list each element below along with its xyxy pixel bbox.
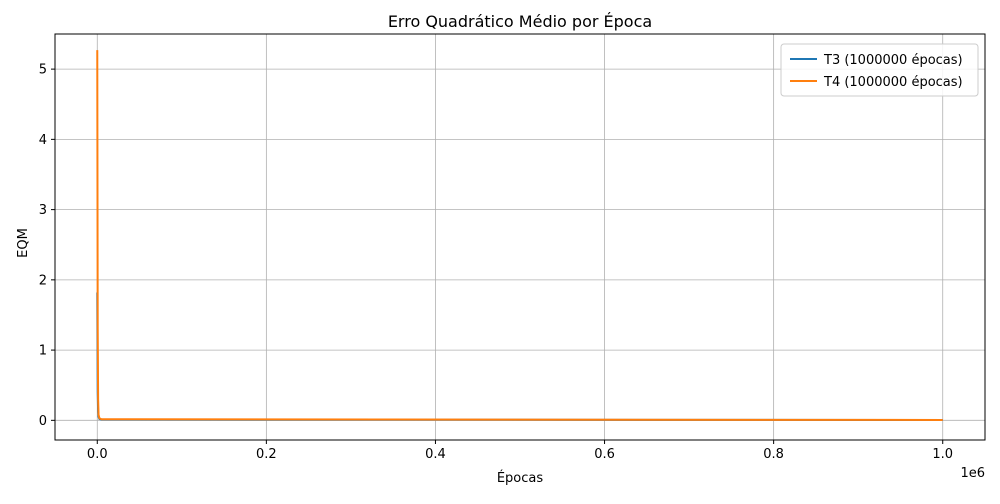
- legend-label-t3: T3 (1000000 épocas): [823, 53, 963, 68]
- y-tick-label: 0: [39, 414, 47, 429]
- x-tick-label: 0.8: [763, 447, 784, 462]
- y-tick-label: 4: [39, 133, 47, 148]
- plot-frame: [54, 33, 986, 441]
- y-tick-label: 3: [39, 203, 47, 218]
- x-axis-label: Épocas: [497, 470, 544, 486]
- y-tick-label: 5: [39, 63, 47, 78]
- chart-title: Erro Quadrático Médio por Época: [388, 12, 652, 31]
- x-tick-label: 0.2: [256, 447, 277, 462]
- x-tick-label: 1.0: [932, 447, 953, 462]
- axis-ticks: 0.0 0.2 0.4 0.6 0.8 1.0 0 1 2 3 4 5: [39, 63, 953, 462]
- series-line-t4: [96, 50, 943, 421]
- x-axis-offset-label: 1e6: [960, 466, 985, 481]
- x-tick-label: 0.0: [87, 447, 108, 462]
- legend-label-t4: T4 (1000000 épocas): [823, 75, 963, 90]
- legend-box: [780, 43, 979, 97]
- y-axis-label: EQM: [16, 228, 31, 258]
- legend: T3 (1000000 épocas) T4 (1000000 épocas): [780, 43, 979, 97]
- x-tick-label: 0.6: [594, 447, 615, 462]
- y-tick-label: 1: [39, 344, 47, 359]
- y-tick-label: 2: [39, 273, 47, 288]
- series-lines: [96, 50, 943, 421]
- x-tick-label: 0.4: [425, 447, 446, 462]
